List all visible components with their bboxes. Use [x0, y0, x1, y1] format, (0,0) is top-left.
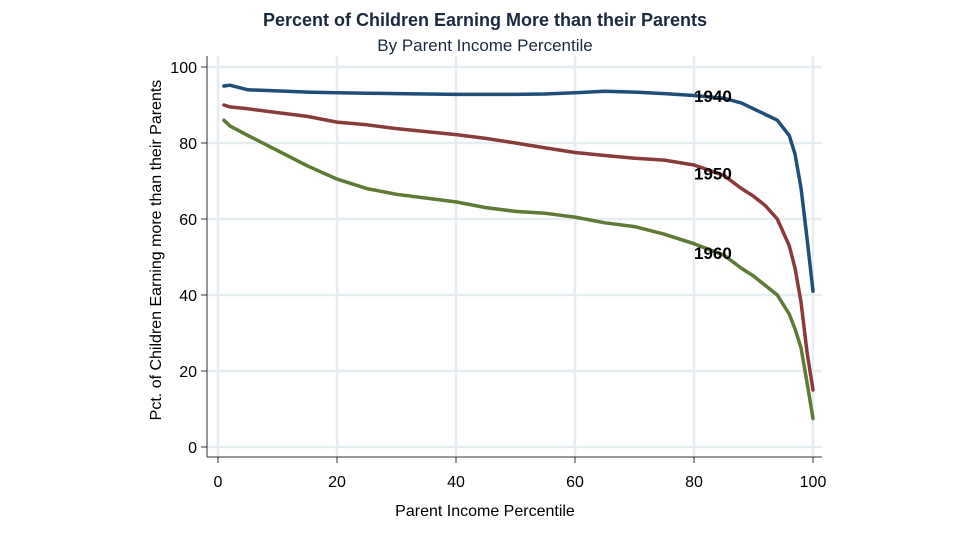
y-axis-title: Pct. of Children Earning more than their…	[148, 80, 165, 421]
series-label-1950: 1950	[694, 164, 732, 183]
chart-subtitle: By Parent Income Percentile	[377, 36, 592, 55]
x-tick-label-40: 40	[447, 474, 465, 491]
x-axis-title: Parent Income Percentile	[395, 503, 575, 520]
x-tick-label-60: 60	[566, 474, 584, 491]
series-line-1950	[222, 103, 815, 392]
x-tick-label-0: 0	[214, 474, 223, 491]
series-labels: 1940 1950 1960	[694, 87, 732, 263]
y-tick-label-20: 20	[179, 364, 197, 381]
gridlines	[207, 56, 822, 457]
y-tick-label-80: 80	[179, 136, 197, 153]
series-line-1940	[222, 83, 815, 293]
series-line-1960	[222, 118, 815, 421]
y-tick-label-0: 0	[188, 440, 197, 457]
series-label-1940: 1940	[694, 87, 732, 106]
axes	[206, 56, 822, 458]
tick-labels: 0 20 40 60 80 100 0 20 40 60 80 100	[170, 60, 826, 491]
chart-title: Percent of Children Earning More than th…	[263, 10, 707, 30]
y-tick-label-100: 100	[170, 60, 197, 77]
x-tick-label-100: 100	[800, 474, 827, 491]
series-lines	[222, 83, 815, 421]
x-tick-label-80: 80	[685, 474, 703, 491]
y-tick-label-40: 40	[179, 288, 197, 305]
y-tick-label-60: 60	[179, 212, 197, 229]
series-label-1960: 1960	[694, 244, 732, 263]
x-tick-label-20: 20	[328, 474, 346, 491]
